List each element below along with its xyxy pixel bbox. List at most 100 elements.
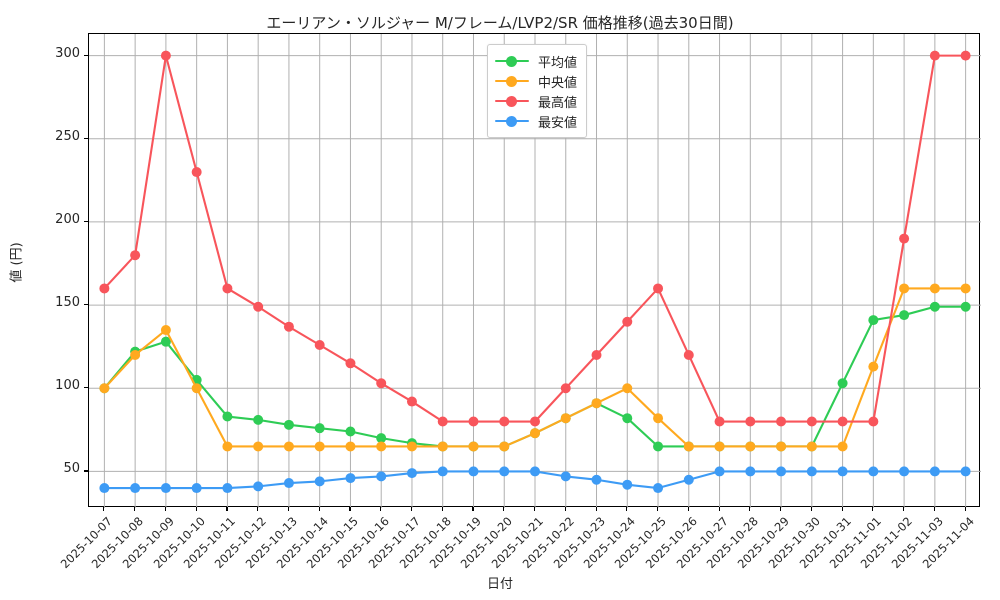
data-point-marker <box>960 50 971 61</box>
data-point-marker <box>899 466 910 477</box>
data-point-marker <box>899 310 910 321</box>
legend-marker-icon <box>495 74 529 88</box>
data-point-marker <box>99 383 110 394</box>
legend-label: 最安値 <box>538 115 578 131</box>
data-point-marker <box>745 416 756 427</box>
x-axis-tick-mark <box>318 507 320 511</box>
data-point-marker <box>253 414 264 425</box>
data-point-marker <box>376 441 387 452</box>
data-point-marker <box>253 481 264 492</box>
data-point-marker <box>837 441 848 452</box>
data-point-marker <box>376 471 387 482</box>
data-point-marker <box>160 483 171 494</box>
x-axis-tick-mark <box>534 507 536 511</box>
x-axis-tick-mark <box>687 507 689 511</box>
data-point-marker <box>437 416 448 427</box>
x-axis-tick-mark <box>872 507 874 511</box>
data-point-marker <box>560 471 571 482</box>
data-point-marker <box>468 466 479 477</box>
data-point-marker <box>622 479 633 490</box>
x-axis-tick-mark <box>195 507 197 511</box>
y-axis-tick-label: 250 <box>55 128 80 144</box>
data-point-marker <box>530 416 540 427</box>
data-point-marker <box>191 167 202 178</box>
series-lines <box>99 50 971 494</box>
data-point-marker <box>960 301 971 312</box>
data-point-marker <box>437 441 448 452</box>
x-axis-tick-mark <box>134 507 136 511</box>
x-axis-tick-mark <box>933 507 935 511</box>
data-point-marker <box>406 468 417 479</box>
data-point-marker <box>345 358 356 369</box>
data-point-marker <box>99 283 110 294</box>
legend-item[interactable]: 平均値 <box>495 51 577 71</box>
data-point-marker <box>160 50 171 61</box>
y-axis-tick-label: 150 <box>55 295 80 311</box>
legend-item[interactable]: 最安値 <box>495 111 577 131</box>
legend-label: 最高値 <box>538 95 578 111</box>
data-point-marker <box>806 441 817 452</box>
legend-marker-icon <box>495 94 529 108</box>
data-point-marker <box>376 433 387 444</box>
data-point-marker <box>806 416 817 427</box>
data-point-marker <box>253 301 264 312</box>
data-point-marker <box>499 466 510 477</box>
y-axis-tick-mark <box>84 470 88 472</box>
data-point-marker <box>160 325 171 336</box>
data-point-marker <box>622 383 633 394</box>
chart-title: エーリアン・ソルジャー M/フレーム/LVP2/SR 価格推移(過去30日間) <box>266 14 734 32</box>
y-axis-label: 値 (円) <box>9 242 25 283</box>
data-point-marker <box>99 483 110 494</box>
x-axis-tick-mark <box>441 507 443 511</box>
data-point-marker <box>868 315 879 326</box>
x-axis-tick-mark <box>718 507 720 511</box>
data-point-marker <box>591 474 602 485</box>
data-point-marker <box>868 466 879 477</box>
data-point-marker <box>653 441 664 452</box>
data-point-marker <box>222 483 233 494</box>
data-point-marker <box>345 473 356 484</box>
data-point-marker <box>868 416 879 427</box>
data-point-marker <box>222 411 233 422</box>
data-point-marker <box>314 423 325 434</box>
data-point-marker <box>591 349 602 360</box>
y-axis-tick-mark <box>84 387 88 389</box>
y-axis-tick-mark <box>84 220 88 223</box>
data-point-marker <box>591 398 602 409</box>
data-point-marker <box>283 478 294 489</box>
x-axis-tick-mark <box>287 507 290 511</box>
x-axis-tick-mark <box>380 507 382 511</box>
data-point-marker <box>745 466 756 477</box>
data-point-marker <box>776 466 787 477</box>
data-point-marker <box>960 466 971 477</box>
data-point-marker <box>837 466 848 477</box>
data-point-marker <box>714 416 725 427</box>
x-axis-tick-mark <box>410 507 413 511</box>
data-point-marker <box>806 466 817 477</box>
x-axis-label: 日付 <box>486 577 513 592</box>
x-axis-tick-mark <box>749 507 751 511</box>
y-axis-tick-label: 300 <box>55 45 80 61</box>
x-axis-tick-mark <box>841 507 843 511</box>
data-point-marker <box>837 378 848 389</box>
data-point-marker <box>191 483 202 494</box>
x-axis-tick-mark <box>780 507 782 511</box>
y-axis-tick-label: 50 <box>63 461 80 477</box>
legend-item[interactable]: 最高値 <box>495 91 577 111</box>
x-axis-tick-mark <box>164 507 166 511</box>
data-point-marker <box>560 383 571 394</box>
data-point-marker <box>653 483 664 494</box>
data-point-marker <box>314 340 325 351</box>
data-point-marker <box>960 283 971 294</box>
legend-marker-icon <box>495 114 529 128</box>
data-point-marker <box>776 441 787 452</box>
x-axis-tick-mark <box>564 507 566 511</box>
x-axis-tick-mark <box>103 507 105 511</box>
y-axis-tick-mark <box>84 304 88 306</box>
data-point-marker <box>345 426 356 437</box>
data-point-marker <box>468 416 479 427</box>
data-point-marker <box>314 441 325 452</box>
y-axis-tick-label: 100 <box>55 378 80 394</box>
legend-item[interactable]: 中央値 <box>495 71 577 91</box>
